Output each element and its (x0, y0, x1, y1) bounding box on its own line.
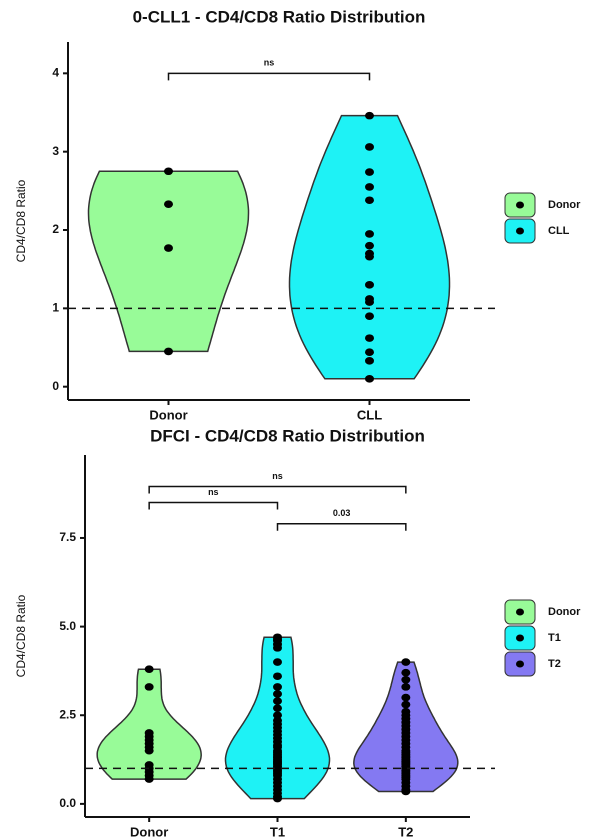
data-point (365, 252, 374, 261)
data-point (401, 693, 411, 702)
data-point (273, 794, 282, 803)
significance-label: ns (272, 471, 283, 481)
y-tick-label: 1 (52, 301, 59, 315)
y-axis-label: CD4/CD8 Ratio (14, 594, 28, 677)
legend-label: Donor (548, 606, 581, 618)
legend-label: T1 (548, 632, 561, 644)
data-point (401, 668, 411, 677)
data-point (273, 644, 282, 652)
data-point (401, 658, 411, 666)
y-tick-label: 3 (52, 144, 59, 158)
data-point (365, 196, 374, 205)
data-point (164, 347, 173, 356)
data-point (365, 375, 374, 383)
data-point (401, 787, 411, 796)
data-point (273, 690, 282, 698)
data-point (365, 183, 374, 191)
x-tick-label: T1 (270, 824, 285, 837)
data-point (144, 775, 154, 783)
data-point (273, 672, 282, 681)
data-point (273, 658, 282, 666)
y-tick-label: 2 (52, 222, 59, 236)
violin (87, 170, 250, 353)
significance-label: ns (208, 487, 219, 497)
data-point (365, 298, 374, 306)
data-point (401, 700, 411, 709)
legend-dot (516, 634, 524, 642)
y-tick-label: 5.0 (59, 619, 76, 633)
y-tick-label: 4 (52, 66, 59, 80)
data-point (164, 167, 173, 176)
data-point (144, 665, 154, 673)
legend-label: CLL (548, 225, 570, 237)
data-point (365, 281, 374, 289)
legend-dot (516, 608, 524, 616)
x-tick-label: T2 (398, 824, 413, 837)
significance-bracket (148, 501, 279, 510)
y-tick-label: 7.5 (59, 530, 76, 544)
data-point (365, 357, 374, 365)
significance-bracket (148, 485, 407, 494)
data-point (164, 244, 173, 252)
legend-dot (516, 201, 524, 209)
y-tick-label: 2.5 (59, 707, 76, 721)
legend-dot (516, 227, 524, 235)
legend-label: Donor (548, 199, 581, 211)
significance-label: ns (264, 58, 275, 68)
data-point (273, 711, 282, 720)
y-tick-label: 0 (52, 379, 59, 393)
x-tick-label: CLL (357, 407, 382, 422)
data-point (273, 683, 282, 691)
data-point (144, 683, 154, 691)
significance-bracket (167, 72, 371, 81)
y-tick-label: 0.0 (59, 796, 76, 810)
y-axis-label: CD4/CD8 Ratio (14, 179, 28, 262)
data-point (365, 312, 374, 320)
data-point (365, 334, 374, 342)
data-point (365, 111, 374, 120)
chart-title: 0-CLL1 - CD4/CD8 Ratio Distribution (133, 7, 426, 26)
significance-label: 0.03 (333, 508, 351, 518)
significance-bracket (276, 523, 407, 531)
violin (96, 668, 202, 780)
legend-dot (516, 660, 524, 668)
data-point (273, 697, 282, 705)
x-tick-label: Donor (149, 407, 187, 422)
data-point (365, 168, 374, 176)
data-point (365, 348, 374, 357)
data-point (365, 230, 374, 238)
x-tick-label: Donor (130, 824, 168, 837)
data-point (273, 704, 282, 712)
legend-label: T2 (548, 658, 561, 670)
data-point (144, 746, 154, 755)
data-point (401, 675, 411, 684)
data-point (401, 683, 411, 691)
chart-title: DFCI - CD4/CD8 Ratio Distribution (150, 426, 425, 445)
data-point (365, 241, 374, 250)
data-point (365, 143, 374, 151)
data-point (164, 200, 173, 208)
